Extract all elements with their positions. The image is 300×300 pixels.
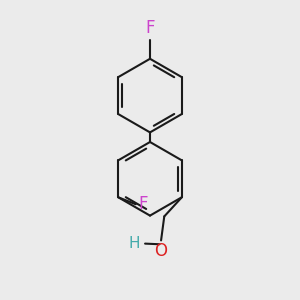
Text: F: F <box>145 19 155 37</box>
Text: F: F <box>138 195 148 213</box>
Text: O: O <box>154 242 168 260</box>
Text: H: H <box>129 236 140 251</box>
